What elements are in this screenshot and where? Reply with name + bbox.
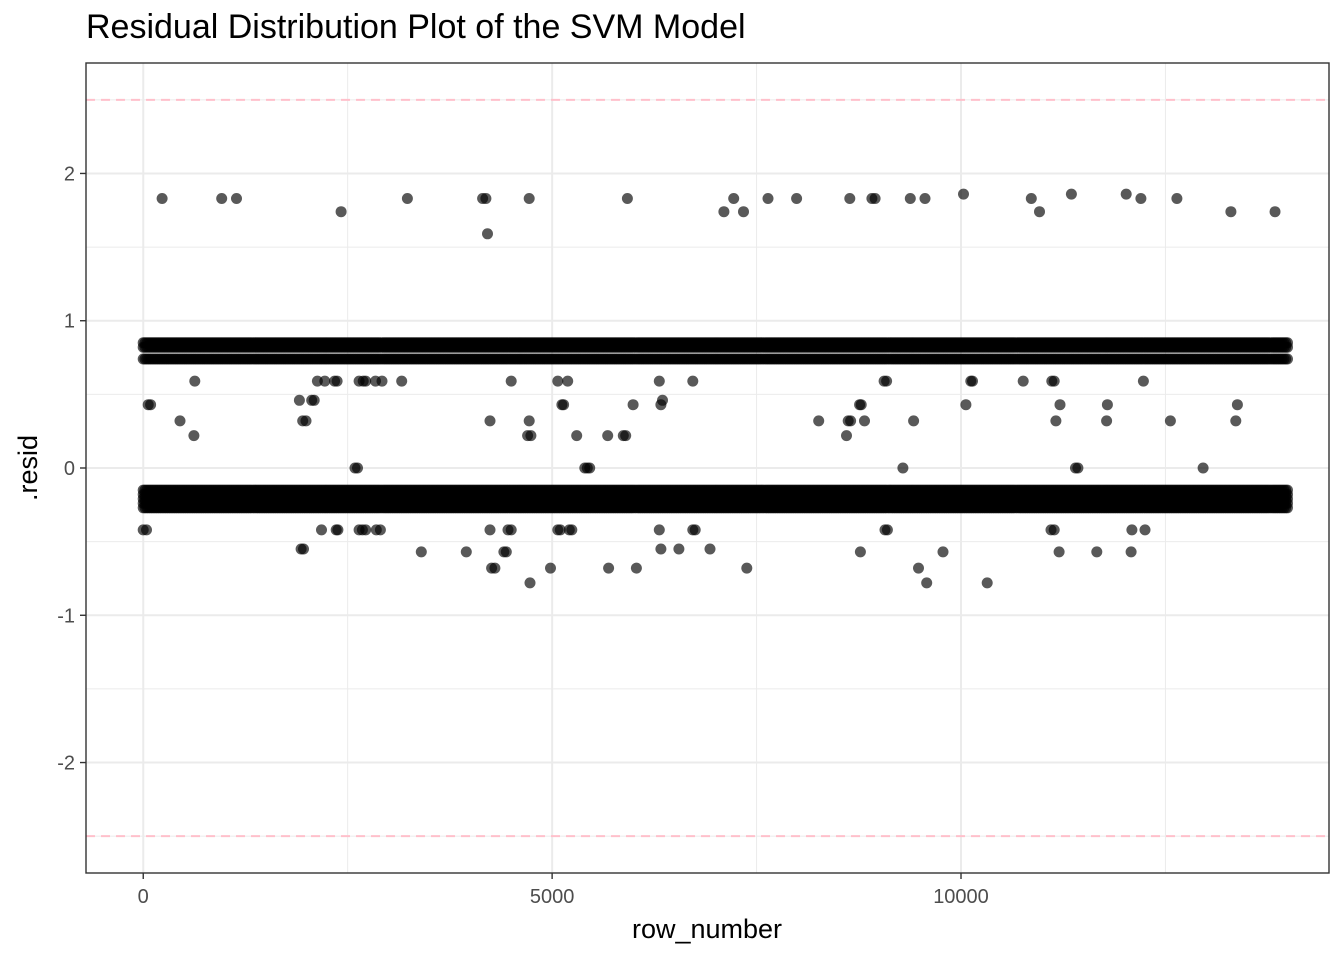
major-gridlines [86,63,1329,873]
band-point [1282,502,1293,514]
reference-lines [86,98,1329,838]
chart-title: Residual Distribution Plot of the SVM Mo… [86,8,746,46]
dense-point-bands [137,337,1293,514]
band-point [1282,353,1293,365]
